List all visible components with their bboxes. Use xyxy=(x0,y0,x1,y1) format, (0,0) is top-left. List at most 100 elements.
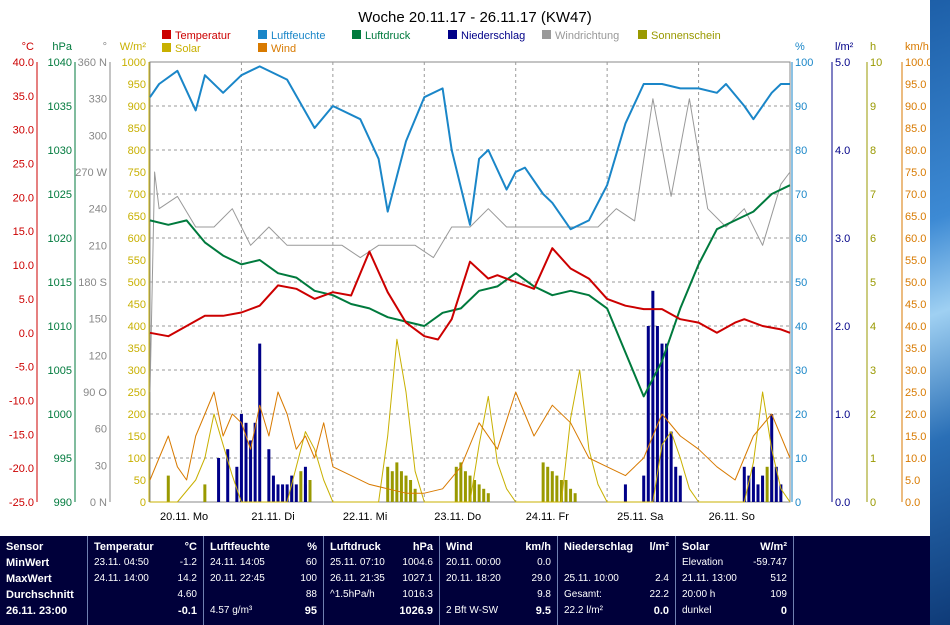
axes: °C40.035.030.025.020.015.010.05.00.0-5.0… xyxy=(9,41,933,509)
solar-max-time: 21.11. 13:00 xyxy=(682,573,737,584)
axis-tick-press: 1010 xyxy=(48,321,72,333)
bar-niederschlag xyxy=(779,484,783,502)
axis-unit-dir: ° xyxy=(103,41,107,53)
legend-swatch xyxy=(162,43,171,52)
bar-niederschlag xyxy=(669,431,673,502)
axis-tick-press: 1020 xyxy=(48,233,72,245)
axis-tick-hum: 90 xyxy=(795,101,807,113)
axis-tick-rain: 4.0 xyxy=(835,145,850,157)
maxwert-label: MaxWert xyxy=(6,573,52,585)
hum-avg: 88 xyxy=(305,589,317,600)
lines xyxy=(149,65,791,503)
axis-tick-temp: -25.0 xyxy=(9,497,34,509)
axis-tick-solar: 950 xyxy=(128,79,146,91)
rain-header: Niederschlag xyxy=(564,541,634,553)
axis-tick-solar: 550 xyxy=(128,255,146,267)
axis-tick-dir: 180 S xyxy=(78,277,107,289)
axis-tick-sun: 7 xyxy=(870,189,876,201)
axis-tick-solar: 50 xyxy=(134,475,146,487)
bar-sonnenschein xyxy=(765,466,769,502)
wind-bft: 2 Bft W-SW xyxy=(446,605,499,616)
axis-tick-hum: 0 xyxy=(795,497,801,509)
axis-tick-temp: 5.0 xyxy=(19,294,34,306)
axis-tick-wind: 30.0 xyxy=(905,365,926,377)
axis-tick-solar: 800 xyxy=(128,145,146,157)
hum-max: 100 xyxy=(300,573,317,584)
axis-tick-rain: 0.0 xyxy=(835,497,850,509)
x-tick-label: 23.11. Do xyxy=(434,511,481,523)
bar-niederschlag xyxy=(294,484,298,502)
legend-label: Temperatur xyxy=(175,30,231,42)
x-tick-label: 22.11. Mi xyxy=(343,511,387,523)
line-temperatur xyxy=(149,247,791,341)
hum-unit: % xyxy=(307,541,317,553)
axis-tick-wind: 0.0 xyxy=(905,497,920,509)
axis-tick-dir: 150 xyxy=(89,314,107,326)
legend-swatch xyxy=(352,30,361,39)
axis-tick-wind: 60.0 xyxy=(905,233,926,245)
axis-tick-wind: 20.0 xyxy=(905,409,926,421)
hum-abs: 4.57 g/m³ xyxy=(210,605,253,616)
stats-sensor: Sensor MinWert MaxWert Durchschnitt 26.1… xyxy=(0,536,88,625)
axis-tick-dir: 360 N xyxy=(78,57,107,69)
x-tick-label: 26.11. So xyxy=(709,511,755,523)
bar-niederschlag xyxy=(226,449,230,502)
bar-sonnenschein xyxy=(459,462,463,502)
axis-tick-rain: 3.0 xyxy=(835,233,850,245)
press-max: 1027.1 xyxy=(402,573,433,584)
bar-niederschlag xyxy=(674,466,678,502)
axis-tick-sun: 4 xyxy=(870,321,876,333)
bar-niederschlag xyxy=(742,466,746,502)
bar-niederschlag xyxy=(747,475,751,502)
axis-tick-temp: -20.0 xyxy=(9,463,34,475)
legend-label: Luftdruck xyxy=(365,30,411,42)
axis-tick-dir: 330 xyxy=(89,94,107,106)
stats-wind: Wind km/h 20.11. 00:00 0.0 20.11. 18:20 29.… xyxy=(440,536,558,625)
axis-tick-solar: 150 xyxy=(128,431,146,443)
wind-current: 9.5 xyxy=(535,605,551,617)
axis-tick-temp: -5.0 xyxy=(15,362,34,374)
axis-tick-temp: -15.0 xyxy=(9,429,34,441)
stats-solar: Solar W/m² Elevation -59.747 21.11. 13:00 5… xyxy=(676,536,794,625)
temp-header: Temperatur xyxy=(94,541,154,553)
bar-sonnenschein xyxy=(559,480,563,502)
bar-sonnenschein xyxy=(550,471,554,502)
stats-panel: Sensor MinWert MaxWert Durchschnitt 26.1… xyxy=(0,536,930,625)
axis-tick-wind: 100.0 xyxy=(905,57,933,69)
bar-niederschlag xyxy=(660,343,664,502)
bar-sonnenschein xyxy=(308,480,312,502)
bar-sonnenschein xyxy=(555,475,559,502)
hum-current: 95 xyxy=(304,605,317,617)
axis-tick-dir: 300 xyxy=(89,130,107,142)
solar-header: Solar xyxy=(682,541,710,553)
axis-tick-hum: 70 xyxy=(795,189,807,201)
axis-tick-sun: 9 xyxy=(870,101,876,113)
stats-pressure: Luftdruck hPa 25.11. 07:10 1004.6 26.11. 2… xyxy=(324,536,440,625)
x-tick-label: 25.11. Sa xyxy=(617,511,664,523)
bar-sonnenschein xyxy=(399,471,403,502)
bar-sonnenschein xyxy=(463,471,467,502)
axis-tick-solar: 600 xyxy=(128,233,146,245)
axis-tick-wind: 55.0 xyxy=(905,255,926,267)
hum-min: 60 xyxy=(305,557,317,568)
bar-sonnenschein xyxy=(203,484,207,502)
press-min: 1004.6 xyxy=(402,557,433,568)
wind-min-time: 20.11. 00:00 xyxy=(446,557,501,568)
bar-sonnenschein xyxy=(482,488,486,502)
axis-tick-dir: 90 O xyxy=(83,387,107,399)
axis-tick-hum: 100 xyxy=(795,57,813,69)
bar-sonnenschein xyxy=(409,480,413,502)
axis-unit-wind: km/h xyxy=(905,41,929,53)
legend-label: Windrichtung xyxy=(555,30,619,42)
legend-label: Solar xyxy=(175,43,201,55)
solar-elev: -59.747 xyxy=(753,557,787,568)
axis-unit-press: hPa xyxy=(52,41,72,53)
legend-label: Wind xyxy=(271,43,296,55)
bar-niederschlag xyxy=(655,326,659,502)
legend-swatch xyxy=(162,30,171,39)
rain-unit: l/m² xyxy=(649,541,669,553)
bar-niederschlag xyxy=(756,484,760,502)
wind-header: Wind xyxy=(446,541,473,553)
axis-tick-solar: 750 xyxy=(128,167,146,179)
axis-tick-press: 1005 xyxy=(48,365,72,377)
